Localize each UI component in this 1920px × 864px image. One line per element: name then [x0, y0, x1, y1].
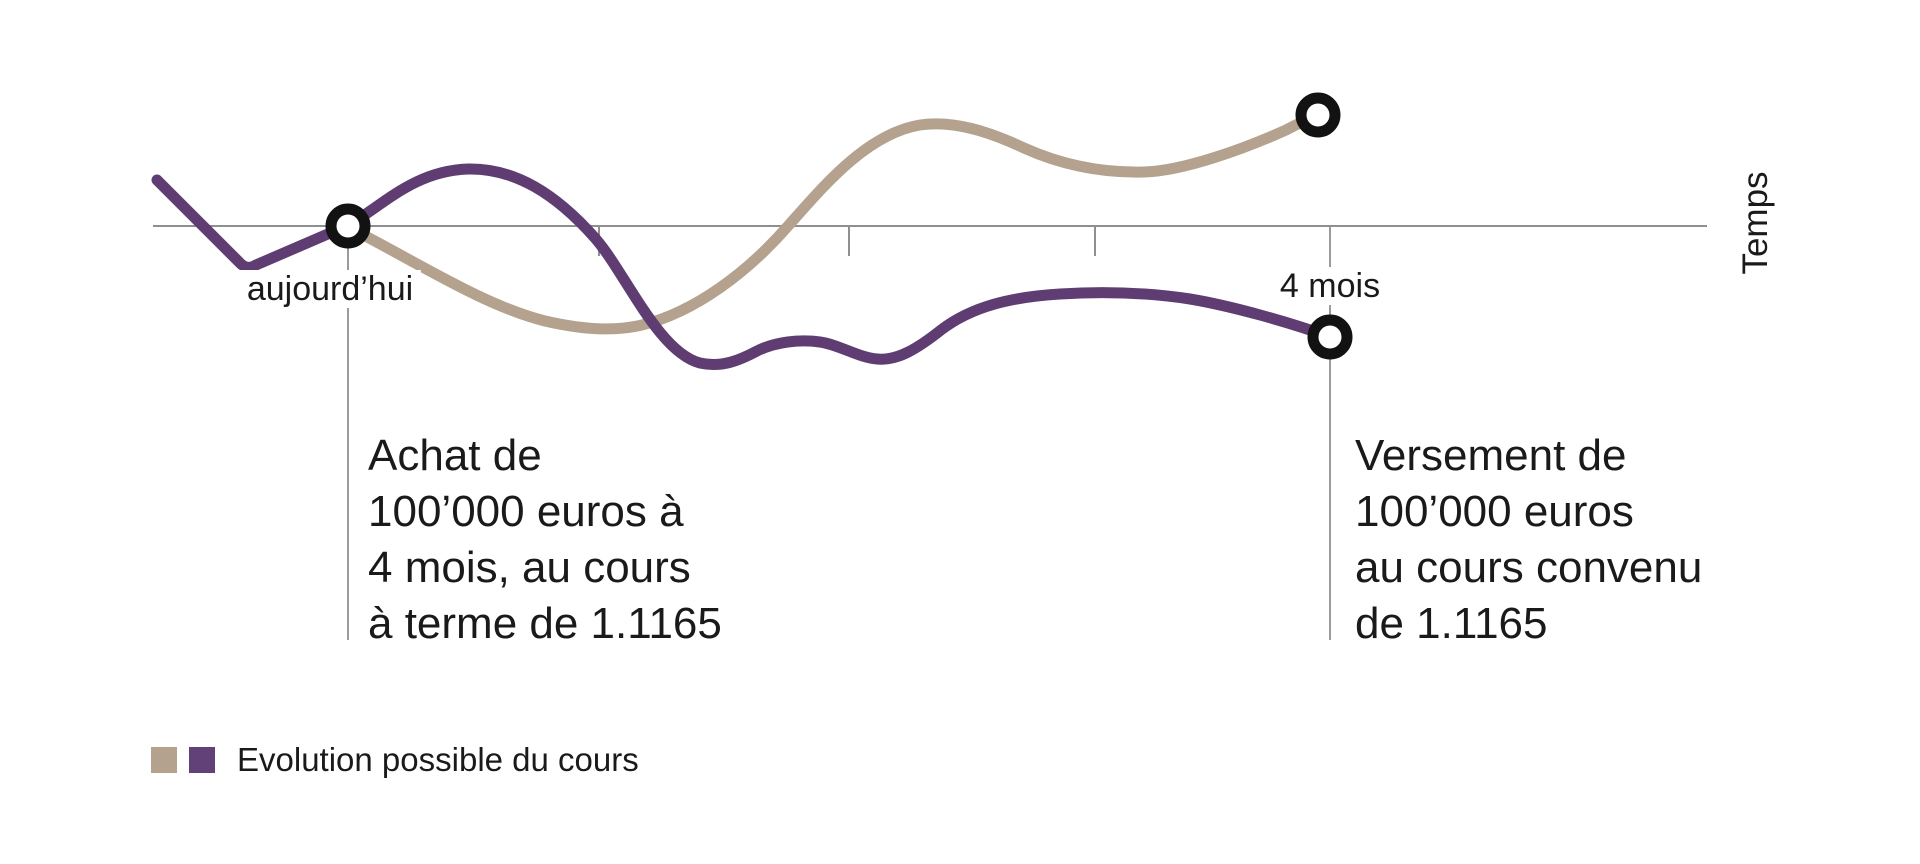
annotation-settlement: Versement de 100’000 euros au cours conv… — [1355, 428, 1702, 652]
annotation-settlement-line-4: de 1.1165 — [1355, 599, 1548, 648]
annotation-purchase-line-3: 4 mois, au cours — [368, 543, 691, 592]
rate-curve-tan — [346, 109, 1324, 335]
annotation-purchase: Achat de 100’000 euros à 4 mois, au cour… — [368, 428, 722, 652]
marker-maturity-purple — [1307, 314, 1353, 360]
annotation-purchase-line-2: 100’000 euros à — [368, 487, 684, 536]
annotation-settlement-line-3: au cours convenu — [1355, 543, 1703, 592]
legend-swatch-purple — [189, 747, 215, 773]
maturity-label: 4 mois — [1271, 267, 1389, 305]
legend-label: Evolution possible du cours — [237, 741, 639, 778]
annotation-purchase-line-4: à terme de 1.1165 — [368, 599, 722, 648]
annotation-settlement-line-2: 100’000 euros — [1355, 487, 1634, 536]
today-label: aujourd’hui — [238, 270, 422, 308]
axis-title-temps: Temps — [1736, 171, 1775, 275]
legend: Evolution possible du cours — [151, 741, 639, 779]
marker-today — [325, 203, 371, 249]
legend-swatch-tan — [151, 747, 177, 773]
marker-maturity-tan — [1295, 92, 1341, 138]
annotation-settlement-line-1: Versement de — [1355, 431, 1627, 480]
rate-curve-purple — [151, 163, 1336, 370]
annotation-purchase-line-1: Achat de — [368, 431, 542, 480]
